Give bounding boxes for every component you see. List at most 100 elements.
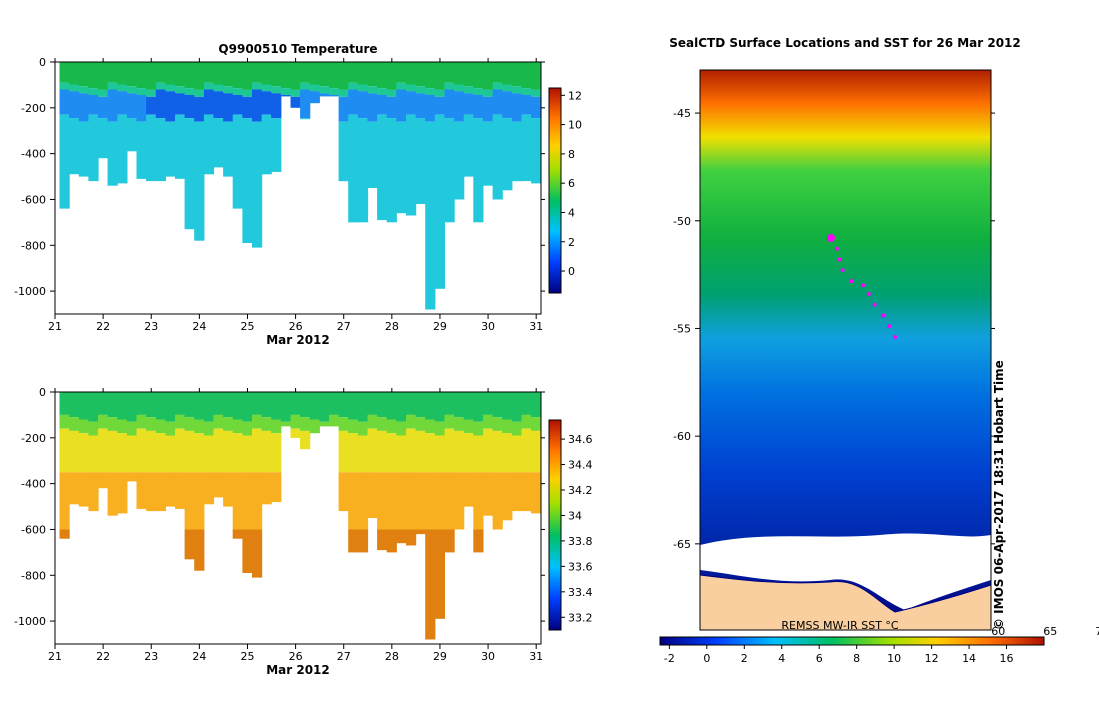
profile-bar [300,118,311,120]
y-tick-label: -65 [673,538,691,551]
profile-bar [223,417,234,431]
colorbar-tick-label: 34.4 [568,459,593,472]
profile-bar [367,472,378,518]
x-tick-label: 28 [385,650,399,663]
colorbar-tick-label: 0 [568,265,575,278]
profile-bar [261,84,272,92]
profile-bar [367,93,378,122]
profile-bar [406,91,417,115]
sst-colorbar-label: 10 [887,652,901,665]
profile-bar [502,392,513,420]
antarctica-land [699,574,992,631]
profile-bar [473,529,484,553]
profile-bar [444,118,455,223]
profile-bar [184,472,195,530]
y-tick-label: -600 [21,193,46,206]
profile-bar [492,82,503,90]
profile-bar [357,472,369,530]
y-tick-label: -600 [21,523,46,536]
y-tick-label: -400 [21,148,46,161]
colorbar [548,87,562,294]
profile-bar [434,96,445,115]
profile-bar [271,93,282,119]
profile-bar [242,62,253,90]
profile-bar [252,121,263,248]
profile-bar [59,472,70,530]
profile-bar [483,472,494,516]
profile-bar [175,414,186,429]
profile-bar [473,421,484,436]
colorbar-tick-label: 33.2 [568,611,593,624]
track-point [872,302,877,307]
profile-bar [78,86,89,94]
x-tick-label: 22 [96,650,110,663]
profile-bar [531,118,542,184]
y-tick-label: 0 [39,386,46,399]
profile-bar [98,428,109,473]
profile-bar [242,529,253,573]
profile-bar [136,88,147,95]
profile-bar [165,62,176,85]
profile-bar [463,392,474,420]
track-point [861,283,865,288]
profile-bar [117,114,128,184]
x-tick-label: 28 [385,320,399,333]
sst-colorbar-label: -2 [664,652,675,665]
profile-bar [357,62,369,85]
y-tick-label: 0 [39,56,46,69]
profile-bar [242,472,253,530]
profile-bar [107,472,118,516]
colorbar-tick-label: 34.6 [568,433,593,446]
profile-bar [454,84,465,92]
profile-bar [434,62,445,90]
profile-bar [252,428,263,473]
profile-bar [492,472,503,530]
profile-bar [117,91,128,115]
profile-bar [107,62,118,83]
profile-bar [396,89,407,122]
sst-colorbar-label: 14 [962,652,976,665]
profile-bar [511,392,522,422]
profile-bar [348,62,359,83]
profile-bar [444,392,455,415]
track-point [881,313,886,318]
plot-frame [54,61,542,315]
y-tick-label: -200 [21,432,46,445]
profile-bar [300,417,311,431]
x-tick-label: 21 [48,650,62,663]
x-axis-label: Mar 2012 [266,663,330,677]
profile-bar [300,430,311,450]
profile-bar [338,89,349,97]
profile-bar [213,62,224,85]
y-tick-label: -50 [673,215,691,228]
profile-bar [483,62,494,90]
y-tick-label: -800 [21,569,46,582]
profile-bar [415,472,426,530]
profile-bar [252,414,263,429]
profile-bar [444,428,455,473]
plot-frame [54,391,542,645]
x-tick-label: 30 [481,320,495,333]
map-title: SealCTD Surface Locations and SST for 26… [669,36,1021,50]
profile-bar [107,121,118,186]
profile-bar [203,472,215,505]
x-tick-label: 23 [144,650,158,663]
profile-bar [271,118,282,172]
profile-bar [59,89,70,115]
profile-bar [348,472,359,530]
profile-bar [252,529,263,578]
profile-bar [473,118,484,223]
profile-bar [531,62,542,90]
profile-bar [242,89,253,97]
colorbar-tick-label: 33.4 [568,586,593,599]
sst-source-label: REMSS MW-IR SST °C [781,619,899,632]
profile-bar [223,392,234,418]
profile-bar [126,93,138,119]
profile-bar [175,86,186,94]
sst-colorbar-label: 4 [778,652,785,665]
profile-bar [175,114,186,179]
profile-bar [377,430,388,473]
profile-bar [117,392,128,420]
profile-bar [126,392,138,422]
profile-bar [367,392,378,415]
